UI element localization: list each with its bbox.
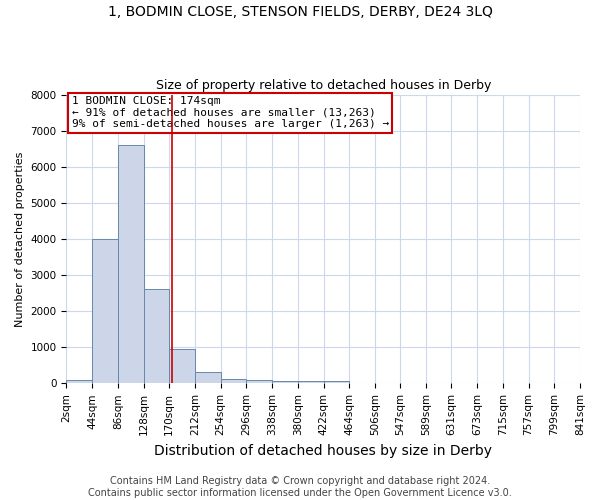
Bar (298, 381, 323, 384)
Title: Size of property relative to detached houses in Derby: Size of property relative to detached ho… (155, 79, 491, 92)
Bar (323, 381, 349, 384)
Text: Contains HM Land Registry data © Crown copyright and database right 2024.
Contai: Contains HM Land Registry data © Crown c… (88, 476, 512, 498)
Text: 1, BODMIN CLOSE, STENSON FIELDS, DERBY, DE24 3LQ: 1, BODMIN CLOSE, STENSON FIELDS, DERBY, … (107, 5, 493, 19)
Bar (195, 372, 221, 384)
Bar (143, 290, 169, 384)
X-axis label: Distribution of detached houses by size in Derby: Distribution of detached houses by size … (154, 444, 492, 458)
Bar (67, 380, 92, 384)
Bar (247, 380, 272, 384)
Bar (221, 378, 247, 384)
Bar (169, 349, 195, 384)
Bar (92, 239, 118, 384)
Bar (118, 145, 143, 384)
Text: 1 BODMIN CLOSE: 174sqm
← 91% of detached houses are smaller (13,263)
9% of semi-: 1 BODMIN CLOSE: 174sqm ← 91% of detached… (71, 96, 389, 129)
Bar (272, 381, 298, 384)
Y-axis label: Number of detached properties: Number of detached properties (15, 151, 25, 326)
